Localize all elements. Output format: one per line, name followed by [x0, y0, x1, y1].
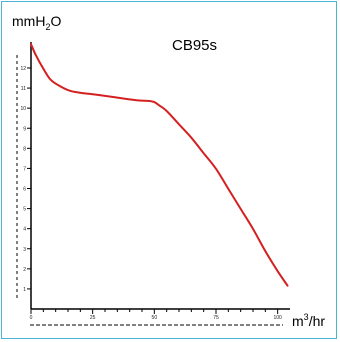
chart-title: CB95s [172, 37, 217, 54]
y-axis-label-base: mmH [12, 13, 45, 29]
x-axis-ticks: 0 25 50 75 100 [30, 309, 282, 321]
y-tick-label: 7 [23, 166, 26, 172]
y-axis-label-tail: O [50, 13, 61, 29]
x-axis-label: m3/hr [292, 312, 325, 329]
y-axis-label: mmH2O [12, 13, 61, 32]
x-axis-label-tail: /hr [309, 313, 326, 329]
y-axis-label-sub: 2 [45, 22, 50, 32]
x-tick-label: 50 [152, 315, 158, 321]
x-axis-label-base: m [292, 313, 304, 329]
y-tick-label: 11 [21, 86, 26, 92]
y-tick-label: 5 [23, 207, 26, 213]
x-tick-label: 100 [273, 315, 282, 321]
y-tick-label: 6 [23, 187, 26, 193]
y-tick-label: 12 [20, 66, 26, 72]
chart-frame [1, 1, 337, 339]
y-tick-label: 9 [23, 126, 26, 132]
y-tick-label: 8 [23, 146, 26, 152]
performance-curve-line [30, 43, 289, 287]
y-tick-label: 4 [23, 227, 26, 233]
y-tick-label: 2 [23, 267, 26, 273]
y-tick-label: 10 [20, 106, 26, 112]
x-tick-label: 75 [213, 315, 219, 321]
y-tick-label: 3 [23, 247, 26, 253]
x-axis-label-sup: 3 [304, 312, 309, 322]
x-tick-label: 25 [90, 315, 96, 321]
y-tick-label: 1 [23, 287, 26, 293]
x-tick-label: 0 [30, 315, 33, 321]
